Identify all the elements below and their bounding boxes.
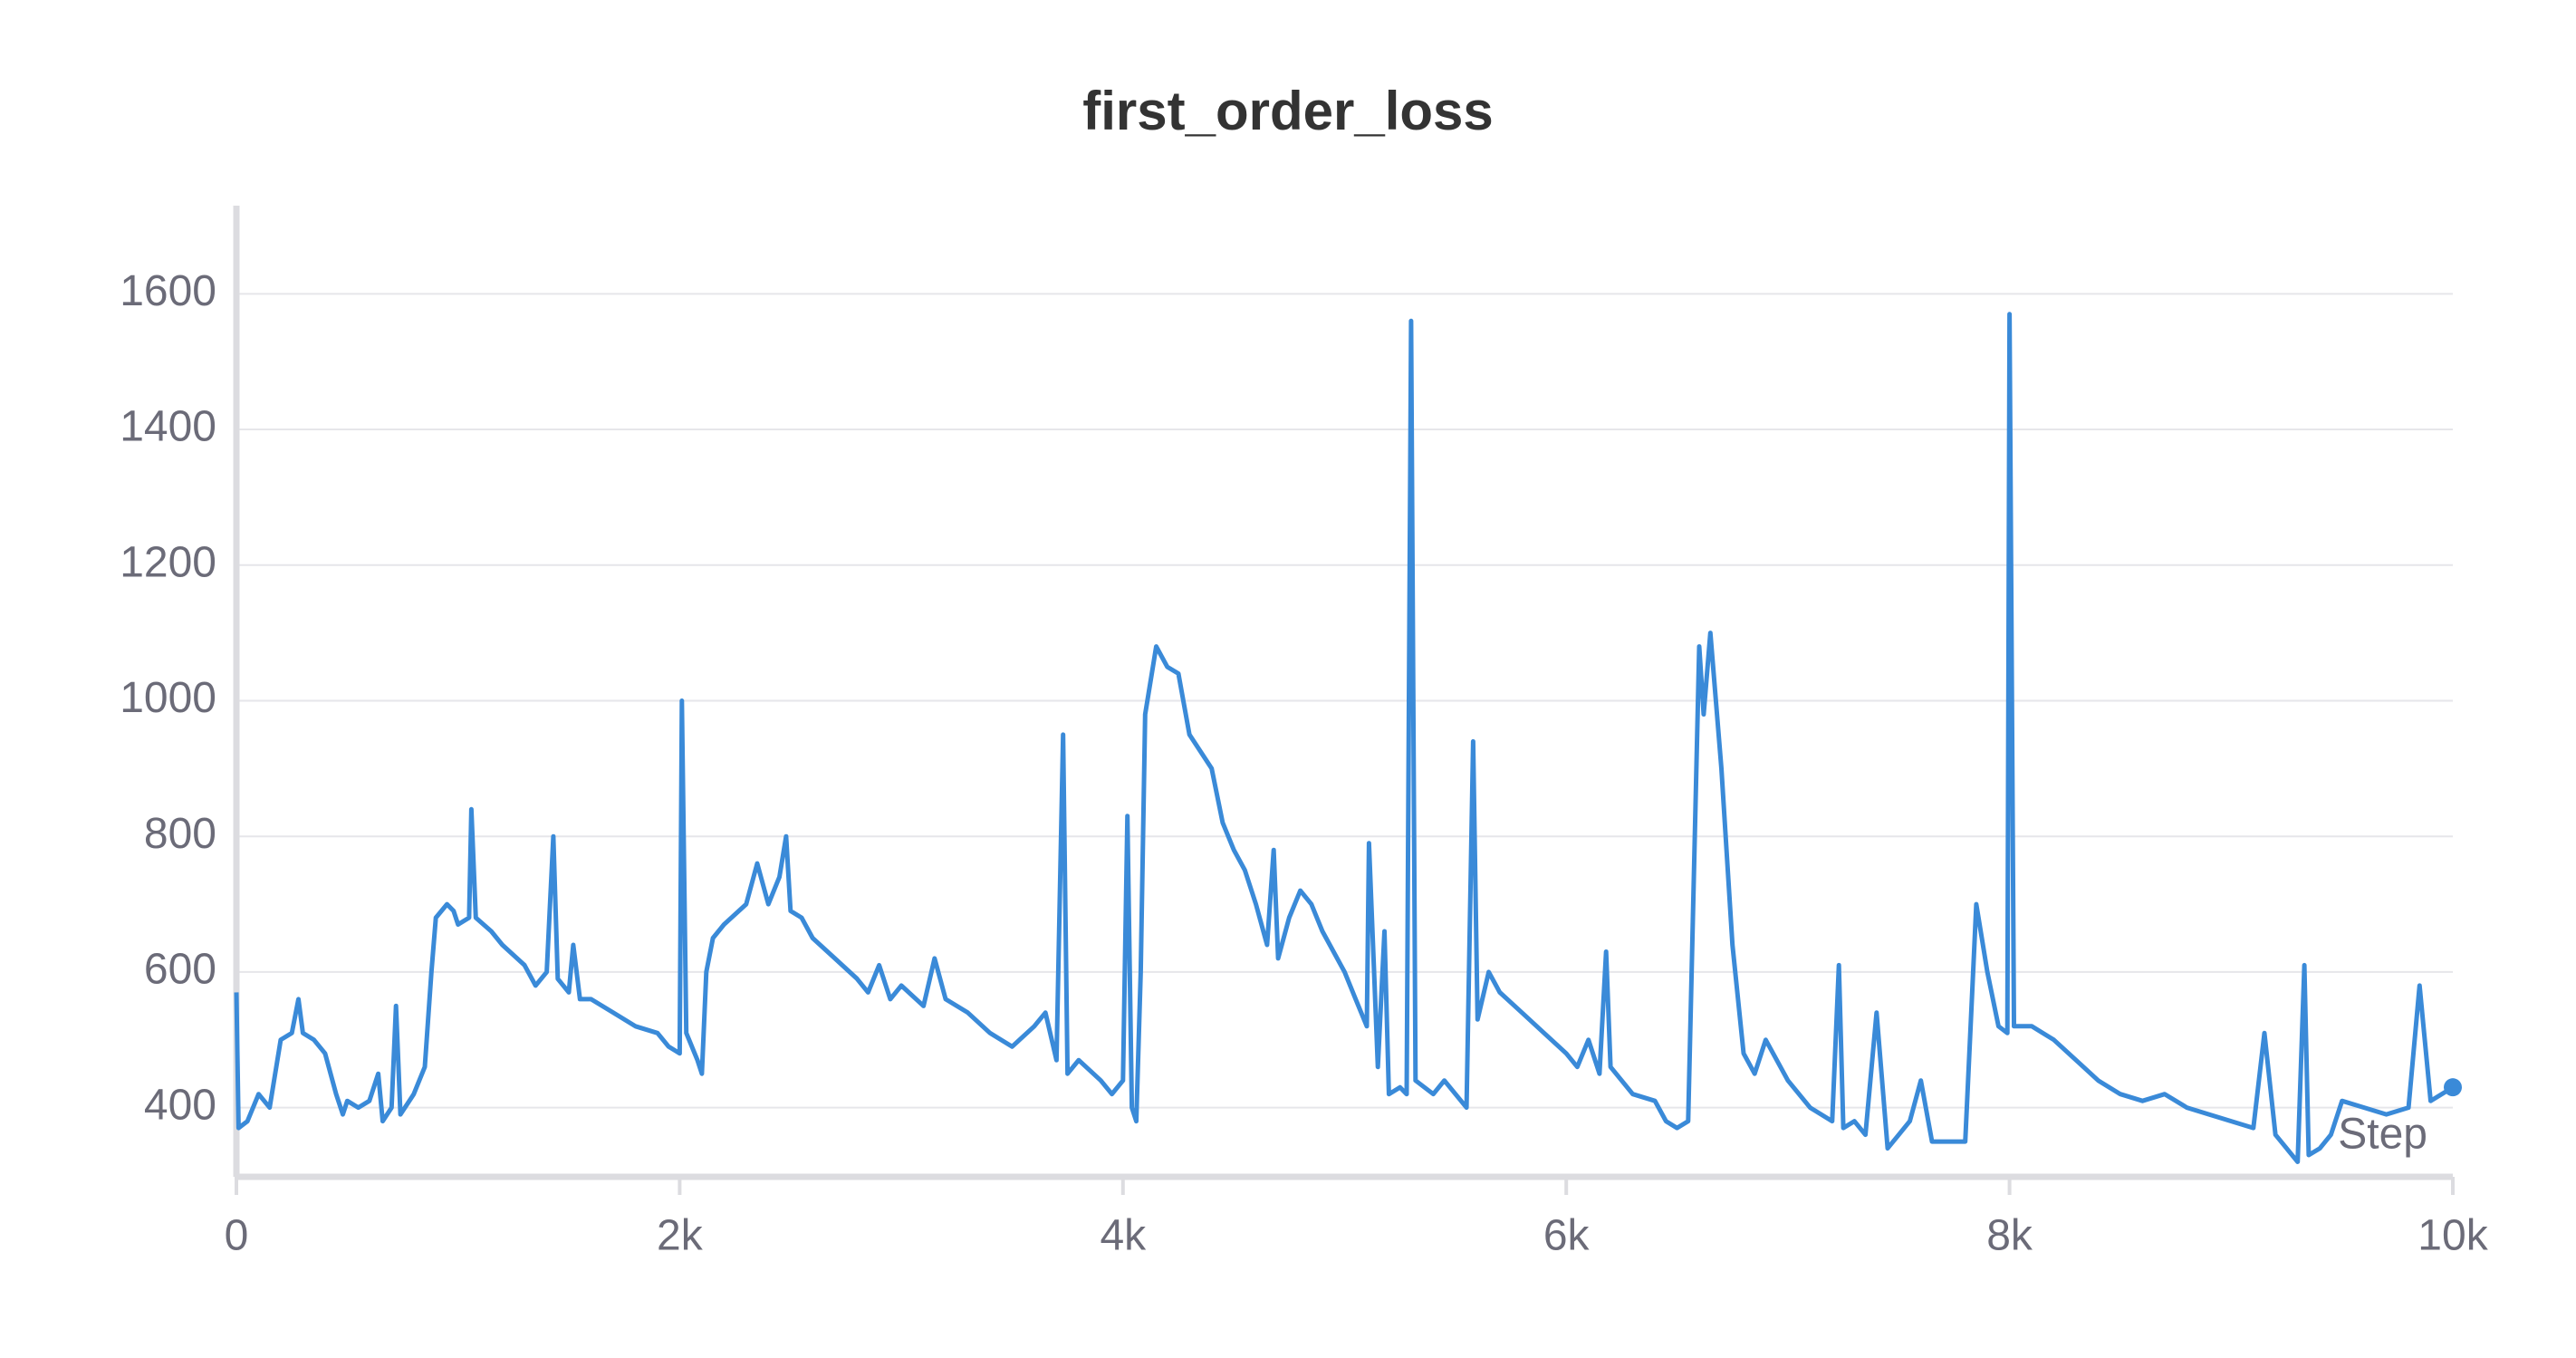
x-tick-label: 10k bbox=[2417, 1212, 2488, 1260]
x-tick-label: 4k bbox=[1100, 1212, 1147, 1260]
series-line bbox=[234, 312, 2455, 1164]
x-tick-label: 0 bbox=[225, 1212, 249, 1260]
end-point bbox=[2444, 1078, 2462, 1097]
y-tick-label: 800 bbox=[144, 810, 216, 858]
x-axis-label: Step bbox=[2338, 1111, 2427, 1159]
y-tick-label: 1600 bbox=[120, 267, 216, 315]
x-tick-label: 8k bbox=[1986, 1212, 2033, 1260]
x-tick-label: 2k bbox=[657, 1212, 704, 1260]
y-tick-label: 1400 bbox=[120, 403, 216, 451]
y-tick-label: 600 bbox=[144, 946, 216, 994]
x-tick-label: 6k bbox=[1543, 1212, 1591, 1260]
y-tick-label: 400 bbox=[144, 1081, 216, 1129]
y-tick-label: 1200 bbox=[120, 538, 216, 586]
chart-title: first_order_loss bbox=[1082, 81, 1494, 141]
y-tick-label: 1000 bbox=[120, 674, 216, 722]
